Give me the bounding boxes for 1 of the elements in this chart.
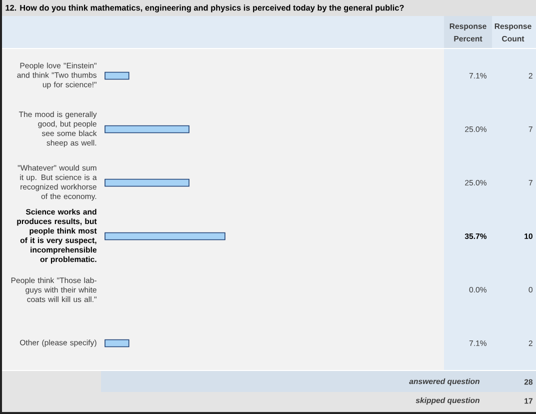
chart-title: 12. How do you think mathematics, engineering and physics is perceived today by the general public? [6,4,404,12]
